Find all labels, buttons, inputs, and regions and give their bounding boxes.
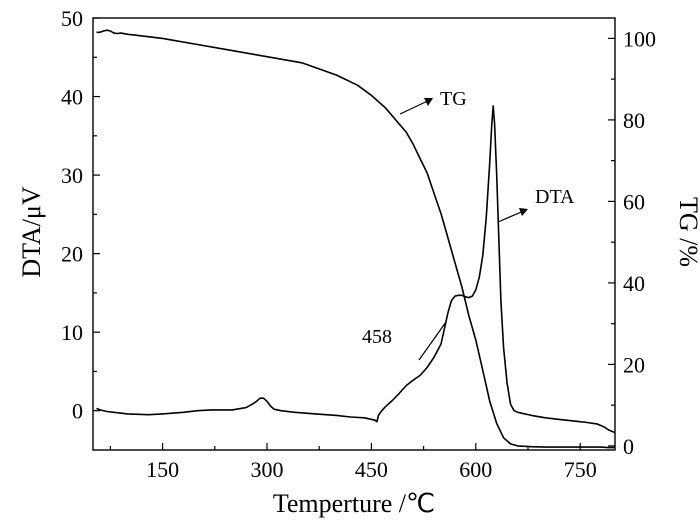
y-left-tick-label: 30 [61, 163, 83, 188]
peak-458-annotation-label: 458 [362, 326, 392, 348]
y-right-tick-label: 20 [623, 352, 645, 377]
y-right-tick-label: 80 [623, 108, 645, 133]
x-axis-title: Temperture /℃ [273, 489, 435, 518]
ticks-layer [93, 17, 615, 450]
y-axis-right-title: TG /% [674, 197, 700, 267]
y-left-tick-label: 20 [61, 242, 83, 267]
y-right-tick-label: 60 [623, 189, 645, 214]
series-line-tg [96, 29, 615, 449]
y-left-tick-label: 40 [61, 85, 83, 110]
y-right-tick-label: 100 [623, 26, 656, 51]
dta-arrowhead [519, 208, 528, 216]
x-tick-label: 750 [564, 457, 597, 482]
x-tick-label: 150 [146, 457, 179, 482]
series-layer [96, 29, 615, 449]
y-left-tick-label: 0 [72, 399, 83, 424]
tg-arrowhead [424, 98, 433, 106]
y-left-tick-label: 50 [61, 6, 83, 31]
tick-labels-layer: 150 300 450 600 750 0 10 20 30 40 50 0 20 40 60 80 100 [61, 6, 656, 482]
plot-frame [92, 17, 616, 451]
tg-annotation-label: TG [440, 88, 467, 110]
y-right-tick-label: 0 [623, 434, 634, 459]
annotations-layer: TG DTA 458 [362, 88, 575, 361]
x-tick-label: 600 [459, 457, 492, 482]
series-line-dta [96, 105, 615, 434]
y-axis-left-title: DTA/μV [17, 186, 46, 278]
dta-annotation-label: DTA [535, 186, 575, 208]
peak-458-annotation-line [418, 321, 447, 361]
x-tick-label: 450 [355, 457, 388, 482]
y-left-tick-label: 10 [61, 320, 83, 345]
x-tick-label: 300 [251, 457, 284, 482]
y-right-tick-label: 40 [623, 271, 645, 296]
